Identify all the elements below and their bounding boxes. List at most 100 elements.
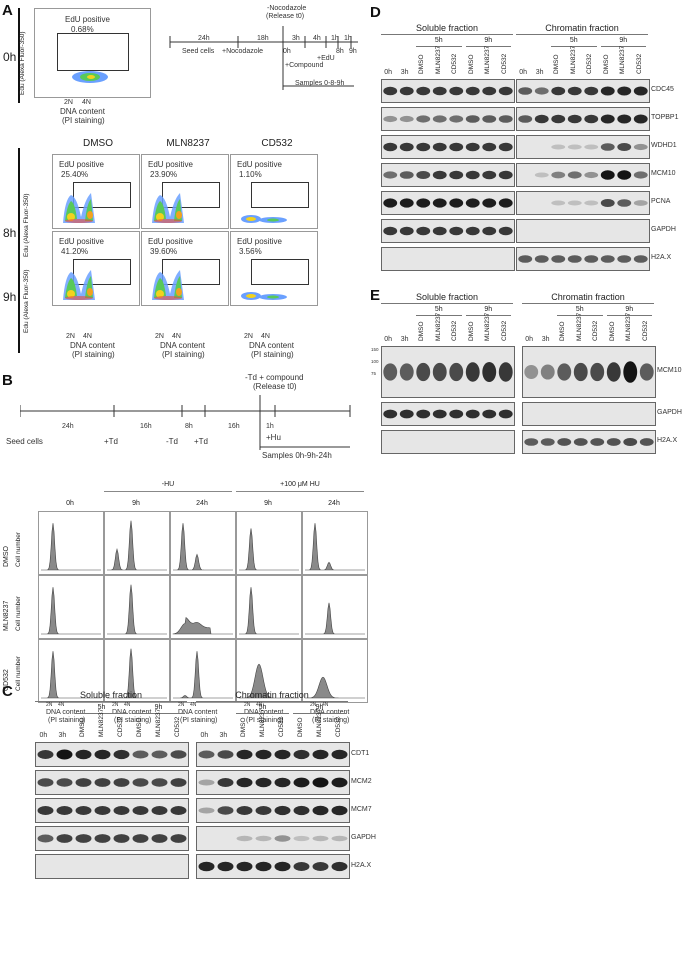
blot-bands <box>236 835 348 842</box>
edu-gate <box>162 182 220 208</box>
hist-xlabel: DNA content <box>244 709 283 716</box>
group-plus-hu: +100 μM HU <box>280 481 320 488</box>
lane-label: MLN8237 <box>434 312 442 341</box>
x-axis-label-0h-sub: (PI staining) <box>62 116 105 125</box>
row-label-mln8237: MLN8237 <box>3 600 10 631</box>
flow-plot: EdU positive 23.90% <box>141 154 229 229</box>
timeline-b-top2: (Release t0) <box>253 382 297 391</box>
group-line-plus <box>236 491 364 492</box>
lane-label: 3h <box>58 732 67 739</box>
lane-label: 3h <box>400 69 409 76</box>
gate-label: EdU positive <box>148 237 193 246</box>
lane-label: MLN8237 <box>315 708 323 737</box>
histogram-curve <box>107 584 167 635</box>
chromatin-fraction-header: Chromatin fraction <box>551 292 625 302</box>
blot-strip <box>516 219 650 243</box>
histogram-plot <box>104 639 170 703</box>
lane-label: 0h <box>39 732 48 739</box>
gate-percent: 41.20% <box>61 247 89 256</box>
blot-strip <box>381 79 515 103</box>
histogram-curve <box>172 617 233 635</box>
blot-bands <box>383 142 513 152</box>
grid-xlabel-3: DNA content <box>249 341 294 350</box>
timeline-b-td1: +Td <box>104 437 119 446</box>
time-rule <box>132 713 185 714</box>
blot-bands <box>37 834 187 843</box>
chromatin-fraction-header: Chromatin fraction <box>235 690 309 700</box>
col-9h-a: 9h <box>132 500 140 507</box>
lane-label: 3h <box>219 732 228 739</box>
grid-tick-4n-2: 4N <box>172 333 181 340</box>
hist-tick-4n: 4N <box>124 702 131 708</box>
panel-a-bracket-0h <box>18 8 20 103</box>
blot-strip <box>516 163 650 187</box>
blot-bands <box>198 749 348 760</box>
histogram-plot <box>38 575 104 639</box>
hist-xlabel: DNA content <box>178 709 218 716</box>
protein-label: GAPDH <box>657 409 682 416</box>
lane-label: DMSO <box>78 717 86 738</box>
lane-label: MLN8237 <box>625 312 633 341</box>
hist-tick-2n: 2N <box>112 702 119 708</box>
row-label-cd532: CD532 <box>3 669 10 691</box>
timeline-a <box>169 26 358 90</box>
blot-strip <box>196 826 350 851</box>
interval-1h-b: 1h <box>344 35 352 42</box>
blot-strip <box>381 135 515 159</box>
lane-label: DMSO <box>602 54 610 75</box>
header-rule <box>516 34 648 35</box>
blot-strip <box>35 798 189 823</box>
lane-label: 0h <box>525 336 534 343</box>
time-9h: 9h <box>3 290 17 304</box>
protein-label: H2A.X <box>657 437 678 444</box>
chromatin-fraction-header: Chromatin fraction <box>545 23 619 33</box>
lane-label: DMSO <box>296 717 304 738</box>
blot-strip <box>522 402 656 426</box>
lane-label: MLN8237 <box>575 312 583 341</box>
soluble-fraction-header: Soluble fraction <box>79 690 143 700</box>
interval-1h-a: 1h <box>331 35 339 42</box>
x-axis-label-0h: DNA content <box>60 107 105 116</box>
time-9h: 9h <box>154 704 163 711</box>
blot-strip <box>381 163 515 187</box>
histogram-curve <box>173 523 233 571</box>
histogram-plot <box>38 639 104 703</box>
cond-header-mln8237: MLN8237 <box>166 138 210 149</box>
lane-label: MLN8237 <box>569 45 577 74</box>
blot-strip <box>381 191 515 215</box>
flow-density <box>152 270 184 300</box>
group-minus-hu: -HU <box>161 481 175 488</box>
timeline-a-edu: +EdU <box>317 55 335 62</box>
lane-label: MLN8237 <box>434 45 442 74</box>
histogram-curve <box>239 587 299 635</box>
edu-gate <box>73 182 131 208</box>
protein-label: MCM7 <box>351 805 372 813</box>
flow-plot: EdU positive 1.10% <box>230 154 318 229</box>
hist-xlabel-sub: (PI staining) <box>312 717 350 724</box>
panel-e-letter: E <box>370 287 381 304</box>
histogram-plot <box>170 575 236 639</box>
blot-bands <box>383 170 513 180</box>
hist-tick-4n: 4N <box>190 702 197 708</box>
time-9h: 9h <box>484 306 493 313</box>
histogram-plot <box>236 511 302 575</box>
histogram-curve <box>107 520 167 571</box>
histogram-plot <box>170 639 236 703</box>
panel-c-letter: C <box>2 683 13 700</box>
lane-label: CD532 <box>173 716 181 737</box>
blot-bands <box>383 409 513 419</box>
flow-plot: EdU positive 39.60% <box>141 231 229 306</box>
time-rule <box>416 315 462 316</box>
header-rule <box>35 701 187 702</box>
lane-label: DMSO <box>553 54 561 75</box>
time-5h: 5h <box>434 37 443 44</box>
edu-gate <box>73 259 131 285</box>
hist-ylabel-1: Cell number <box>15 531 22 567</box>
lane-label: MLN8237 <box>619 45 627 74</box>
histogram-curve <box>41 651 101 699</box>
hist-tick-4n: 4N <box>58 702 65 708</box>
histogram-curve <box>238 663 299 699</box>
gate-percent: 39.60% <box>150 247 178 256</box>
interval-3h: 3h <box>292 35 300 42</box>
lane-label: CD532 <box>586 53 594 74</box>
